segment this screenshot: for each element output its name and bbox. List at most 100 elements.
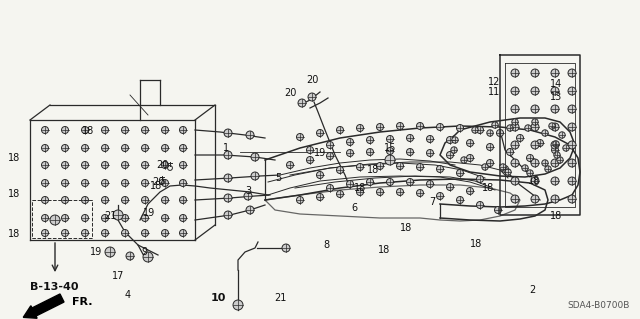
Text: 19: 19 — [90, 247, 102, 257]
Circle shape — [482, 164, 488, 170]
Circle shape — [554, 152, 560, 158]
Circle shape — [531, 105, 539, 113]
Circle shape — [179, 127, 186, 133]
Text: 18: 18 — [82, 126, 94, 136]
Text: 18: 18 — [470, 239, 482, 249]
Circle shape — [246, 131, 254, 139]
Text: 18: 18 — [550, 211, 562, 221]
Circle shape — [531, 159, 539, 167]
Circle shape — [548, 123, 556, 129]
Circle shape — [568, 195, 576, 203]
Circle shape — [472, 127, 478, 133]
Text: 19: 19 — [143, 208, 155, 218]
Circle shape — [417, 122, 424, 130]
Circle shape — [387, 179, 394, 186]
Circle shape — [337, 190, 344, 197]
Circle shape — [356, 189, 364, 196]
Circle shape — [376, 189, 383, 196]
Circle shape — [495, 206, 502, 213]
Circle shape — [179, 180, 186, 187]
Text: 3: 3 — [245, 186, 251, 196]
Circle shape — [511, 105, 519, 113]
Text: 20: 20 — [156, 160, 168, 170]
Circle shape — [42, 214, 49, 221]
Circle shape — [447, 152, 454, 159]
Circle shape — [81, 180, 88, 187]
Circle shape — [397, 189, 403, 196]
Circle shape — [251, 153, 259, 161]
Circle shape — [113, 210, 123, 220]
Circle shape — [126, 252, 134, 260]
Circle shape — [505, 169, 511, 175]
Circle shape — [536, 139, 543, 146]
Circle shape — [545, 166, 551, 172]
Circle shape — [122, 214, 129, 221]
Text: 18: 18 — [8, 189, 20, 199]
Circle shape — [179, 214, 186, 221]
Text: SDA4-B0700B: SDA4-B0700B — [568, 301, 630, 310]
Circle shape — [244, 192, 252, 200]
Circle shape — [224, 129, 232, 137]
Circle shape — [551, 159, 559, 167]
Text: 18: 18 — [528, 176, 540, 186]
Circle shape — [387, 147, 394, 154]
Circle shape — [61, 180, 68, 187]
Circle shape — [161, 145, 168, 152]
Text: 18: 18 — [8, 229, 20, 239]
Circle shape — [551, 87, 559, 95]
Circle shape — [356, 164, 364, 170]
Circle shape — [417, 164, 424, 170]
Circle shape — [406, 179, 413, 186]
Circle shape — [477, 127, 483, 133]
Circle shape — [122, 145, 129, 152]
Text: 15: 15 — [384, 143, 396, 153]
Circle shape — [337, 127, 344, 133]
Circle shape — [477, 175, 483, 182]
Circle shape — [326, 152, 333, 160]
Circle shape — [356, 124, 364, 131]
Circle shape — [531, 69, 539, 77]
Circle shape — [122, 197, 129, 204]
Circle shape — [102, 197, 109, 204]
Text: 18: 18 — [378, 245, 390, 255]
Circle shape — [417, 189, 424, 197]
Circle shape — [542, 160, 548, 166]
Text: 18: 18 — [8, 153, 20, 163]
Circle shape — [492, 122, 498, 128]
Text: 4: 4 — [125, 290, 131, 300]
Bar — [32, 200, 92, 238]
Circle shape — [141, 214, 148, 221]
Circle shape — [568, 123, 576, 131]
Circle shape — [385, 155, 395, 165]
Circle shape — [568, 87, 576, 95]
Circle shape — [387, 136, 394, 143]
Circle shape — [447, 137, 454, 144]
Text: 21: 21 — [104, 211, 116, 221]
Text: 2: 2 — [529, 285, 535, 295]
Circle shape — [467, 139, 474, 146]
Circle shape — [500, 164, 506, 170]
Text: 5: 5 — [275, 173, 281, 183]
Circle shape — [512, 119, 518, 125]
Circle shape — [246, 206, 254, 214]
Circle shape — [568, 141, 576, 149]
Text: 18: 18 — [354, 183, 366, 193]
Circle shape — [486, 144, 493, 151]
Circle shape — [161, 180, 168, 187]
Circle shape — [531, 141, 539, 149]
Circle shape — [511, 141, 519, 149]
Circle shape — [447, 183, 454, 190]
Circle shape — [287, 161, 294, 168]
Circle shape — [436, 192, 444, 199]
Circle shape — [81, 197, 88, 204]
Circle shape — [551, 177, 559, 185]
Circle shape — [307, 146, 314, 153]
Circle shape — [102, 127, 109, 133]
Text: 18: 18 — [150, 181, 162, 191]
Circle shape — [81, 214, 88, 221]
Circle shape — [456, 169, 463, 176]
Circle shape — [141, 197, 148, 204]
Circle shape — [61, 161, 68, 168]
Circle shape — [568, 177, 576, 185]
Circle shape — [179, 229, 186, 236]
